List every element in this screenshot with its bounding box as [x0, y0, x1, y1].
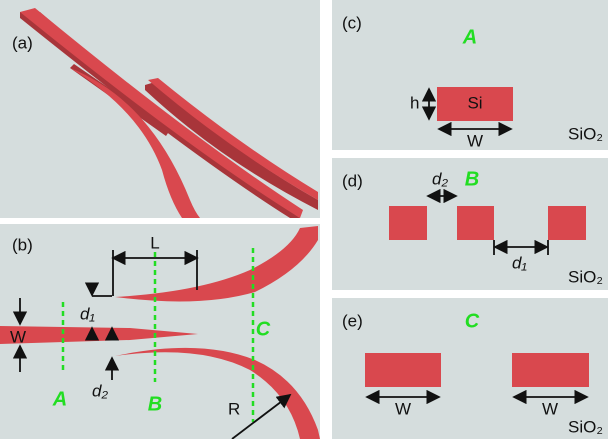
length-label: L — [150, 233, 159, 252]
gap-label: d₂ — [92, 381, 108, 400]
panel-label: (b) — [12, 235, 33, 254]
panel-c: (c) A Si h W SiO₂ — [332, 0, 608, 150]
substrate-label: SiO₂ — [568, 124, 603, 143]
core — [512, 353, 589, 387]
panel-background — [332, 0, 608, 150]
panel-label: (e) — [342, 311, 363, 330]
section-label: B — [148, 393, 162, 415]
section-label: C — [256, 318, 271, 340]
panel-d: (d) B d₂ d₁ SiO₂ — [332, 158, 608, 290]
section-label: A — [52, 388, 67, 410]
height-label: h — [410, 93, 419, 112]
panel-e: (e) C W W SiO₂ — [332, 298, 608, 439]
panel-label: (c) — [342, 13, 362, 32]
figure: (a) L W d₁ d₂ R A B C (b) (c) A — [0, 0, 608, 439]
width-label: W — [395, 399, 411, 418]
gap-label: d₂ — [432, 169, 448, 188]
section-label: C — [465, 310, 480, 332]
core — [365, 353, 441, 387]
substrate-label: SiO₂ — [568, 267, 603, 286]
radius-label: R — [228, 399, 240, 418]
panel-b: L W d₁ d₂ R A B C (b) — [0, 224, 320, 439]
panel-label: (d) — [342, 171, 363, 190]
width-label: W — [542, 399, 558, 418]
width-label: W — [10, 327, 26, 346]
gap-label: d₁ — [80, 304, 95, 323]
panel-label: (a) — [12, 33, 33, 52]
core-label: Si — [467, 93, 482, 112]
core — [389, 206, 427, 240]
core — [548, 206, 586, 240]
section-label: B — [465, 168, 479, 190]
width-label: W — [467, 131, 483, 150]
core — [457, 206, 494, 240]
section-label: A — [462, 26, 477, 48]
gap-label: d₁ — [512, 253, 527, 272]
substrate-label: SiO₂ — [568, 417, 603, 436]
panel-a: (a) — [0, 0, 320, 218]
